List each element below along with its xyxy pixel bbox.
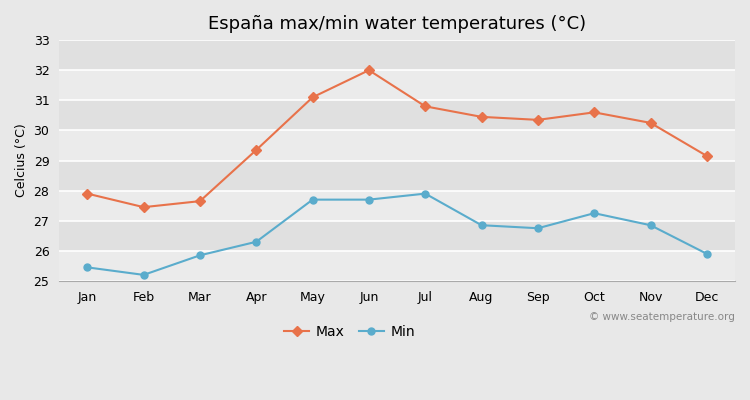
Bar: [59, 100, 735, 130]
Min: [364, 197, 374, 202]
Min: [140, 272, 148, 277]
Max: [477, 114, 486, 119]
Min: [308, 197, 317, 202]
Min: [421, 191, 430, 196]
Line: Min: Min: [84, 190, 710, 278]
Bar: [59, 70, 735, 100]
Text: © www.seatemperature.org: © www.seatemperature.org: [590, 312, 735, 322]
Legend: Max, Min: Max, Min: [278, 319, 421, 344]
Min: [82, 265, 92, 270]
Line: Max: Max: [83, 66, 711, 211]
Min: [477, 223, 486, 228]
Bar: [59, 130, 735, 160]
Min: [590, 211, 598, 216]
Max: [421, 104, 430, 109]
Max: [533, 118, 542, 122]
Bar: [59, 40, 735, 70]
Bar: [59, 191, 735, 221]
Max: [252, 148, 261, 152]
Bar: [59, 251, 735, 281]
Min: [646, 223, 655, 228]
Max: [364, 68, 374, 73]
Max: [82, 191, 92, 196]
Title: España max/min water temperatures (°C): España max/min water temperatures (°C): [208, 15, 586, 33]
Bar: [59, 160, 735, 191]
Min: [196, 253, 205, 258]
Max: [646, 120, 655, 125]
Max: [702, 154, 711, 158]
Bar: [59, 221, 735, 251]
Min: [702, 252, 711, 256]
Min: [533, 226, 542, 231]
Max: [590, 110, 598, 115]
Max: [140, 205, 148, 210]
Max: [308, 95, 317, 100]
Y-axis label: Celcius (°C): Celcius (°C): [15, 124, 28, 197]
Max: [196, 199, 205, 204]
Min: [252, 239, 261, 244]
